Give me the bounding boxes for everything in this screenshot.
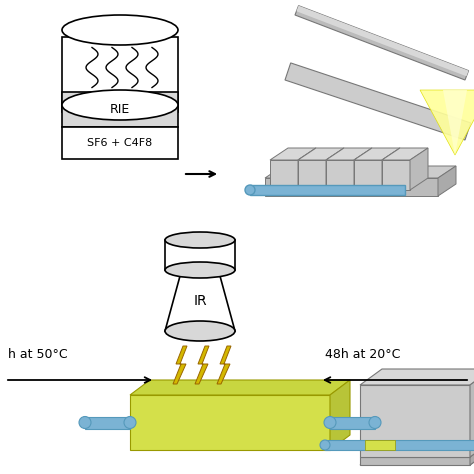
Polygon shape [195,346,209,384]
Bar [62,92,178,127]
Polygon shape [360,385,470,457]
Ellipse shape [124,417,136,428]
Polygon shape [270,160,298,190]
Polygon shape [360,449,474,465]
Polygon shape [296,6,469,76]
Bar [62,37,178,112]
Polygon shape [285,63,471,140]
Polygon shape [354,160,382,190]
Polygon shape [354,148,372,190]
Ellipse shape [79,417,91,428]
Polygon shape [410,148,428,190]
Polygon shape [382,160,410,190]
Polygon shape [382,148,400,190]
Polygon shape [130,380,350,395]
Ellipse shape [245,185,255,195]
Polygon shape [265,178,438,196]
Ellipse shape [165,232,235,248]
Polygon shape [360,457,470,465]
Polygon shape [326,148,372,160]
Polygon shape [443,90,467,155]
Polygon shape [298,148,344,160]
Polygon shape [165,276,235,331]
Text: h at 50°C: h at 50°C [8,348,68,362]
Text: RIE: RIE [110,103,130,116]
Polygon shape [295,6,469,80]
Polygon shape [298,148,316,190]
Bar [85,417,130,428]
Polygon shape [270,148,316,160]
Ellipse shape [165,262,235,278]
Polygon shape [420,90,474,155]
Ellipse shape [62,90,178,120]
Polygon shape [470,369,474,457]
Text: SF6 + C4F8: SF6 + C4F8 [87,138,153,148]
Polygon shape [326,160,354,190]
Ellipse shape [320,440,330,450]
Polygon shape [470,441,474,465]
Polygon shape [365,440,395,450]
Bar [330,417,375,428]
Polygon shape [330,380,350,450]
Polygon shape [250,185,405,195]
Text: IR: IR [193,294,207,308]
Polygon shape [326,148,344,190]
Ellipse shape [165,321,235,341]
Polygon shape [173,346,187,384]
Text: 48h at 20°C: 48h at 20°C [325,348,401,362]
Polygon shape [130,395,330,450]
Ellipse shape [62,15,178,45]
Bar [62,127,178,159]
Polygon shape [325,440,474,450]
Ellipse shape [324,417,336,428]
Bar [165,240,235,270]
Ellipse shape [369,417,381,428]
Polygon shape [217,346,231,384]
Polygon shape [354,148,400,160]
Polygon shape [265,166,456,178]
Polygon shape [360,369,474,385]
Polygon shape [382,148,428,160]
Polygon shape [298,160,326,190]
Polygon shape [438,166,456,196]
